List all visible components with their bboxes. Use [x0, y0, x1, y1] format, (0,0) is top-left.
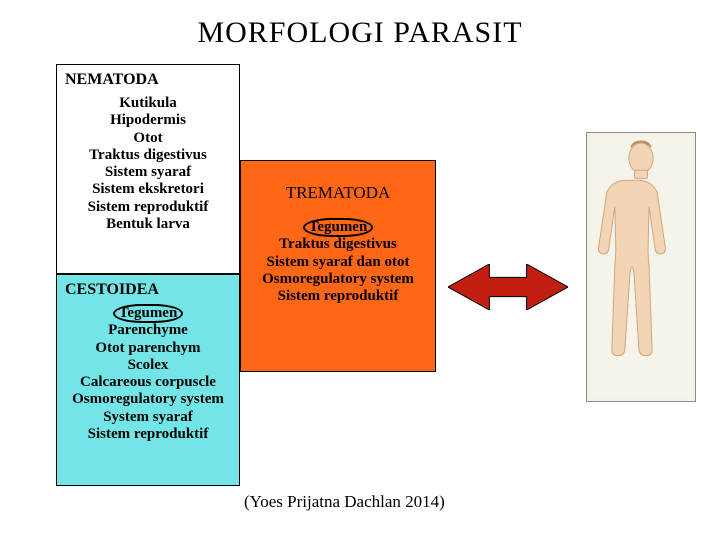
nematoda-box: NEMATODA KutikulaHipodermisOtotTraktus d… [56, 64, 240, 274]
list-item: Scolex [65, 357, 231, 374]
list-item: Osmoregulatory system [65, 391, 231, 408]
list-item: Sistem reproduktif [249, 288, 427, 305]
list-item: Bentuk larva [65, 216, 231, 233]
list-item: Osmoregulatory system [249, 271, 427, 288]
list-item: Traktus digestivus [249, 236, 427, 253]
list-item: Sistem reproduktif [65, 426, 231, 443]
list-item: Sistem reproduktif [65, 199, 231, 216]
list-item: Tegumen [249, 219, 427, 236]
nematoda-list: KutikulaHipodermisOtotTraktus digestivus… [57, 91, 239, 241]
double-arrow [448, 264, 568, 315]
list-item: Kutikula [65, 95, 231, 112]
list-item: Hipodermis [65, 112, 231, 129]
trematoda-box: TREMATODA TegumenTraktus digestivusSiste… [240, 160, 436, 372]
list-item: Sistem syaraf [65, 164, 231, 181]
list-item: Sistem ekskretori [65, 181, 231, 198]
list-item: Tegumen [65, 305, 231, 322]
cestoidea-list: TegumenParenchymeOtot parenchymScolexCal… [57, 301, 239, 451]
trematoda-heading: TREMATODA [241, 161, 435, 215]
list-item: Calcareous corpuscle [65, 374, 231, 391]
cestoidea-box: CESTOIDEA TegumenParenchymeOtot parenchy… [56, 274, 240, 486]
list-item: Otot parenchym [65, 340, 231, 357]
list-item: System syaraf [65, 409, 231, 426]
citation: (Yoes Prijatna Dachlan 2014) [244, 492, 445, 512]
list-item: Otot [65, 130, 231, 147]
list-item: Sistem syaraf dan otot [249, 254, 427, 271]
human-figure [590, 136, 692, 398]
list-item: Traktus digestivus [65, 147, 231, 164]
page-title: MORFOLOGI PARASIT [0, 16, 720, 50]
human-figure-frame [586, 132, 696, 402]
list-item: Parenchyme [65, 322, 231, 339]
cestoidea-heading: CESTOIDEA [57, 275, 239, 301]
nematoda-heading: NEMATODA [57, 65, 239, 91]
trematoda-list: TegumenTraktus digestivusSistem syaraf d… [241, 215, 435, 313]
